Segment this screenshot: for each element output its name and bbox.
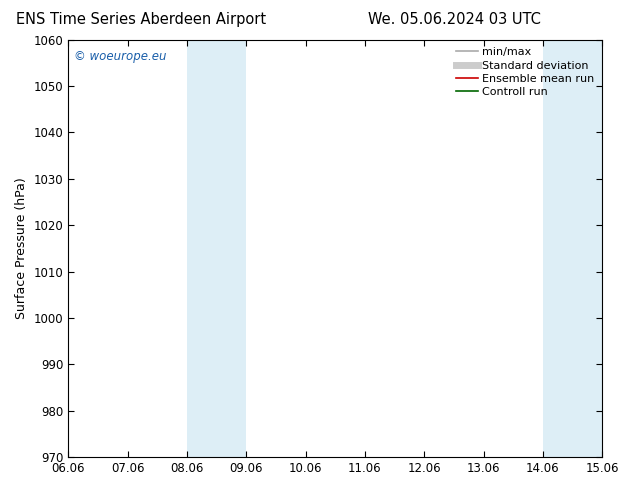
Bar <box>543 40 602 457</box>
Text: We. 05.06.2024 03 UTC: We. 05.06.2024 03 UTC <box>368 12 541 27</box>
Legend: min/max, Standard deviation, Ensemble mean run, Controll run: min/max, Standard deviation, Ensemble me… <box>453 45 597 99</box>
Text: ENS Time Series Aberdeen Airport: ENS Time Series Aberdeen Airport <box>16 12 266 27</box>
Bar <box>187 40 246 457</box>
Text: © woeurope.eu: © woeurope.eu <box>74 50 166 63</box>
Y-axis label: Surface Pressure (hPa): Surface Pressure (hPa) <box>15 177 28 319</box>
